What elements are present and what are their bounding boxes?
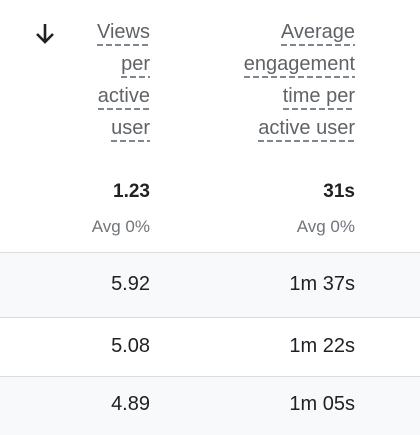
cell-value: 1m 22s [289,334,355,357]
total-note: Avg 0% [91,217,150,236]
cell-value: 5.92 [111,272,150,295]
header-line: active user [258,117,355,142]
total-note: Avg 0% [296,217,355,236]
column-header[interactable]: user [111,116,150,142]
cell-value: 1m 37s [289,272,355,295]
column-header[interactable]: per [121,52,150,78]
table-row [0,317,420,377]
header-line: active [97,85,150,110]
table-row [0,376,420,435]
header-line: Views [97,21,150,46]
total-value: 1.23 [113,181,150,202]
header-line: Average [280,21,355,46]
column-header[interactable]: Views [97,20,150,46]
column-header[interactable]: Average [280,20,355,46]
header-line: engagement [243,53,355,78]
cell-value: 5.08 [111,334,150,357]
table-row [0,252,420,318]
column-header[interactable]: engagement [243,52,355,78]
header-line: per [121,53,150,78]
column-header[interactable]: time per [282,84,355,110]
cell-value: 4.89 [111,393,150,415]
sort-arrow[interactable] [34,22,56,46]
column-header[interactable]: active [97,84,150,110]
header-line: user [111,117,150,142]
total-value: 31s [323,181,355,202]
column-header[interactable]: active user [258,116,355,142]
header-line: time per [282,85,355,110]
cell-value: 1m 05s [289,393,355,415]
